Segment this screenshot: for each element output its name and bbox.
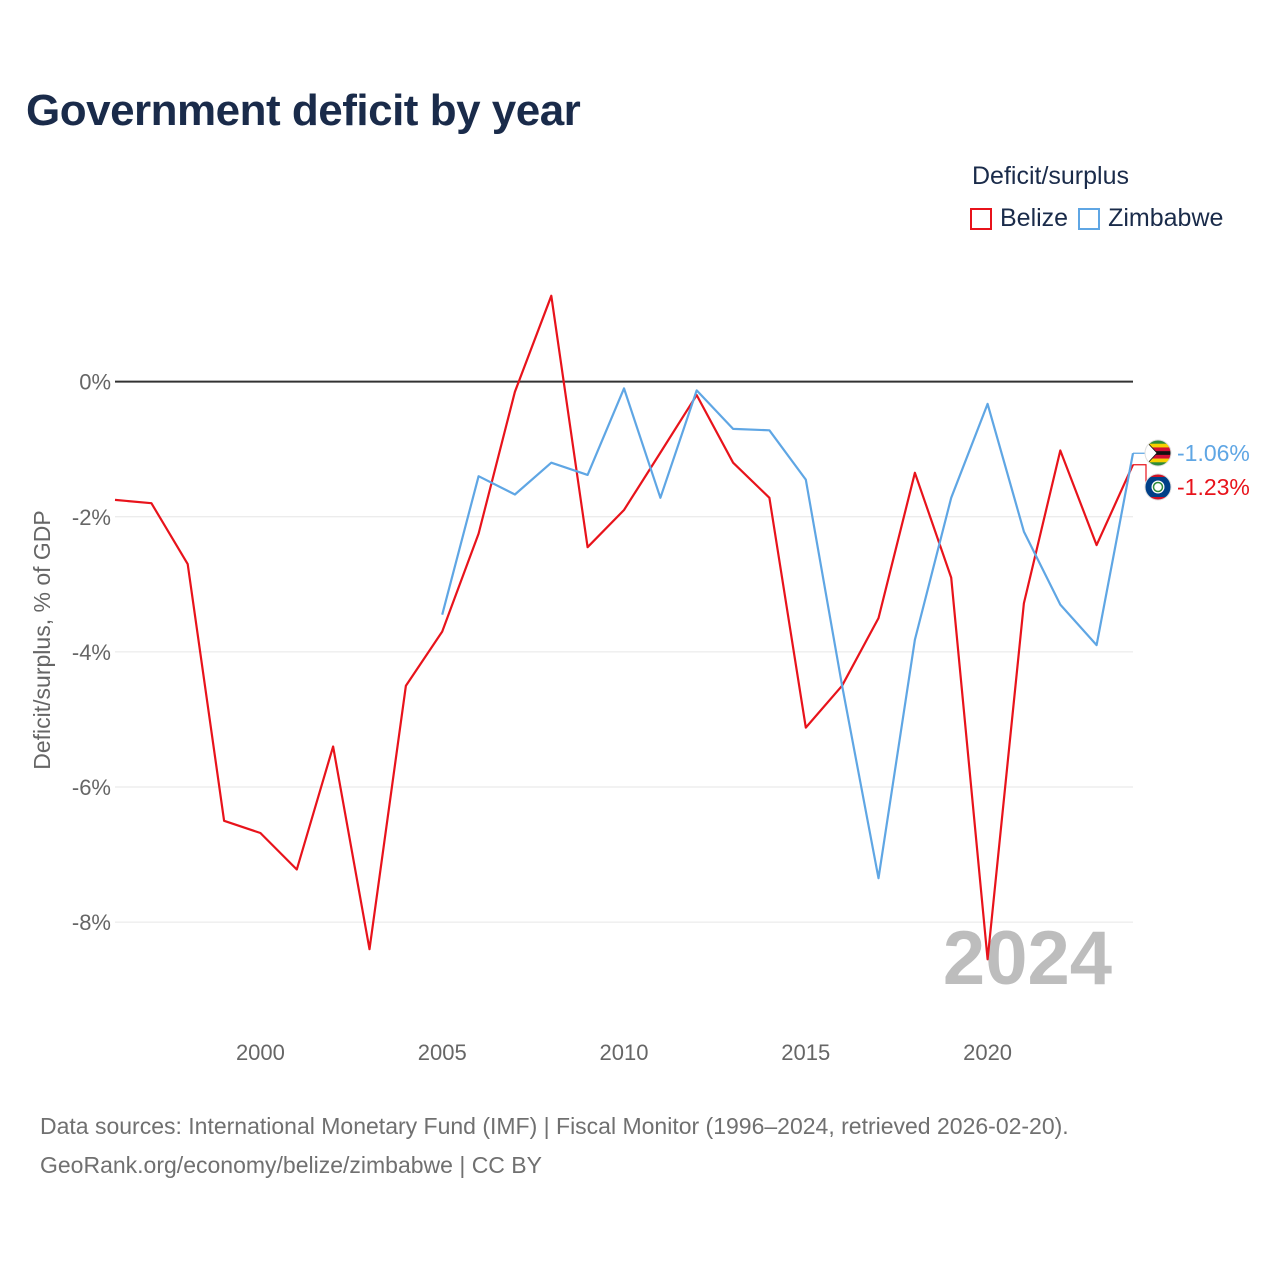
x-tick-label: 2005 <box>418 1040 467 1065</box>
series-lines <box>114 294 1135 961</box>
y-axis-ticks: 0% -2% -4% -6% -8% <box>72 370 111 936</box>
grid-lines <box>115 380 1133 923</box>
x-axis-ticks: 2000 2005 2010 2015 2020 <box>236 1040 1012 1065</box>
y-tick-label: -6% <box>72 775 111 800</box>
y-tick-label: -2% <box>72 505 111 530</box>
source-line-1: Data sources: International Monetary Fun… <box>40 1113 1069 1139</box>
zimbabwe-end-label: -1.06% <box>1177 440 1250 466</box>
x-tick-label: 2000 <box>236 1040 285 1065</box>
legend: Belize Zimbabwe <box>970 204 1233 233</box>
legend-item-belize[interactable]: Belize <box>970 204 1068 233</box>
belize-end-label: -1.23% <box>1177 474 1250 500</box>
y-axis-label: Deficit/surplus, % of GDP <box>29 510 55 769</box>
x-tick-label: 2010 <box>600 1040 649 1065</box>
source-line-2[interactable]: GeoRank.org/economy/belize/zimbabwe | CC… <box>40 1152 542 1178</box>
page-title: Government deficit by year <box>26 86 581 135</box>
legend-item-zimbabwe[interactable]: Zimbabwe <box>1078 204 1223 233</box>
source-note: Data sources: International Monetary Fun… <box>40 1107 1069 1185</box>
zimbabwe-flag-icon <box>1144 439 1172 467</box>
legend-swatch-belize <box>970 207 992 230</box>
legend-label-belize: Belize <box>1000 204 1069 232</box>
y-tick-label: -4% <box>72 640 111 665</box>
y-tick-label: 0% <box>79 370 111 395</box>
series-line-zimbabwe[interactable] <box>441 387 1135 880</box>
x-tick-label: 2020 <box>963 1040 1012 1065</box>
legend-label-zimbabwe: Zimbabwe <box>1108 204 1224 232</box>
legend-title: Deficit/surplus <box>972 162 1129 190</box>
y-tick-label: -8% <box>72 910 111 935</box>
legend-swatch-zimbabwe <box>1078 207 1101 230</box>
end-markers: -1.06% -1.23% <box>1133 439 1250 501</box>
series-line-belize[interactable] <box>114 294 1135 961</box>
belize-flag-icon <box>1144 473 1172 501</box>
year-watermark: 2024 <box>943 916 1112 1001</box>
x-tick-label: 2015 <box>781 1040 830 1065</box>
